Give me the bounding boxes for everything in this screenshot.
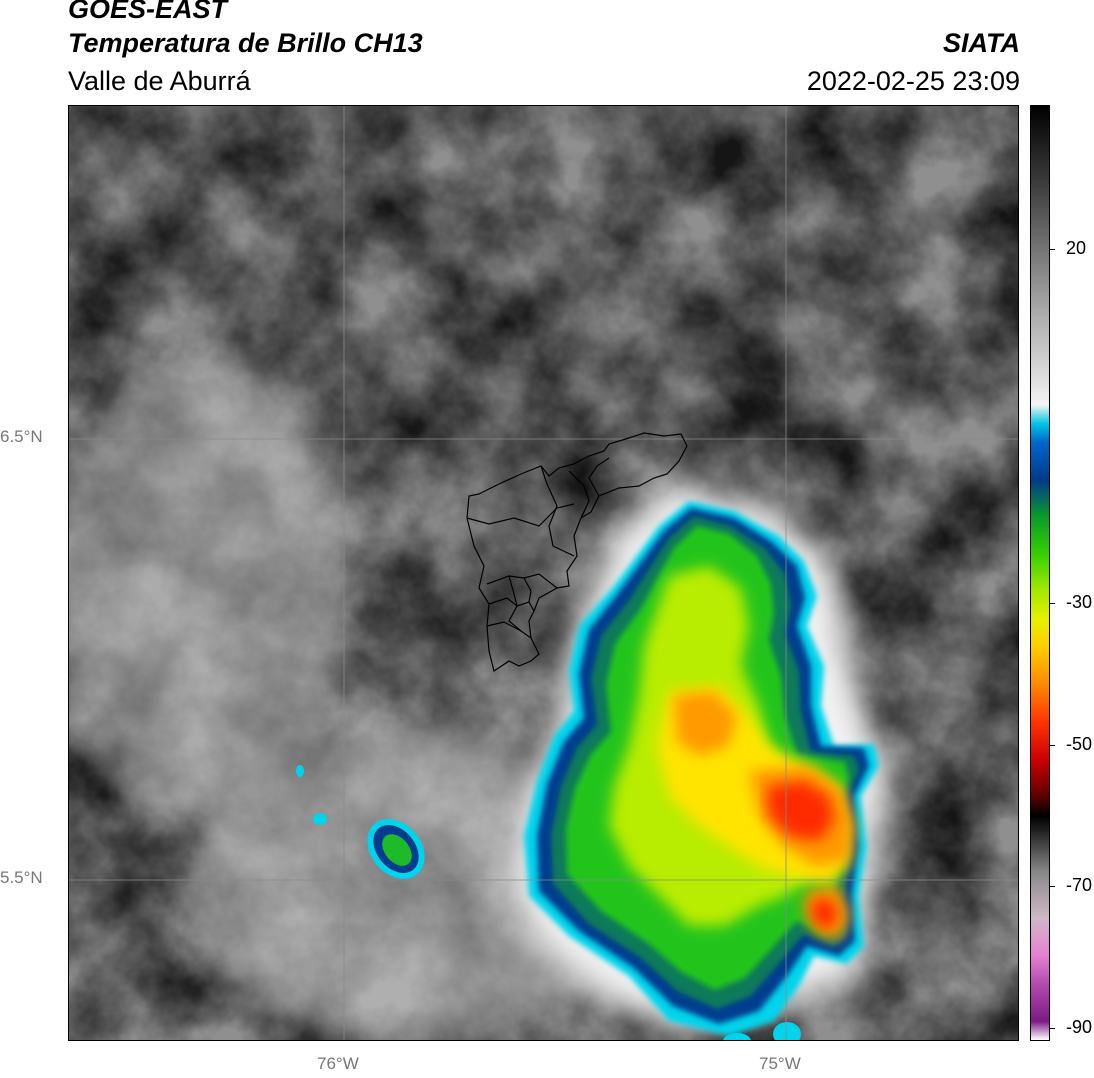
- municipal-boundaries: [466, 432, 688, 672]
- colorbar-tick-20: [1050, 249, 1055, 250]
- municipal-line-1: [466, 503, 575, 527]
- datetime-label: 2022-02-25 23:09: [806, 66, 1020, 96]
- lon-label-76w: 76°W: [317, 1054, 359, 1073]
- valley-outline: [466, 432, 688, 672]
- satellite-map[interactable]: [68, 105, 1019, 1041]
- municipal-line-9: [523, 577, 532, 603]
- product-title: Temperatura de Brillo CH13: [68, 28, 423, 58]
- colorbar-tick-minus-50: [1050, 745, 1055, 746]
- lat-label-6-5: 6.5°N: [0, 427, 43, 446]
- colorbar-tick-minus-90: [1050, 1028, 1055, 1029]
- small-cell-4: [723, 1033, 751, 1040]
- municipal-line-8: [486, 621, 532, 639]
- bright-region-west: [69, 356, 349, 816]
- colorbar-label-20: 20: [1066, 238, 1087, 258]
- municipal-line-2: [540, 465, 575, 557]
- lat-label-5-5: 5.5°N: [0, 868, 43, 887]
- colorbar-label-minus-70: -70: [1066, 875, 1093, 895]
- small-cell-2: [313, 813, 327, 825]
- colorbar-label-minus-90: -90: [1066, 1017, 1093, 1037]
- municipal-line-7: [508, 575, 522, 632]
- municipal-line-4: [588, 457, 610, 497]
- region-subtitle: Valle de Aburrá: [68, 66, 251, 96]
- bright-region-south: [189, 726, 629, 1040]
- storm-red-core: [767, 781, 839, 931]
- colorbar-tick-minus-30: [1050, 603, 1055, 604]
- small-cell-1: [296, 765, 304, 777]
- small-cell-5: [773, 1022, 801, 1040]
- municipal-line-3: [568, 470, 590, 519]
- map-canvas: [69, 106, 1018, 1040]
- satellite-title: GOES-EAST: [68, 0, 228, 24]
- colorbar: [1030, 105, 1050, 1041]
- organization-label: SIATA: [943, 28, 1020, 58]
- storm-orange-area: [674, 691, 854, 941]
- colorbar-label-minus-50: -50: [1066, 734, 1093, 754]
- colorbar-tick-minus-70: [1050, 886, 1055, 887]
- colorbar-label-minus-30: -30: [1066, 592, 1093, 612]
- small-cell-3-green: [382, 834, 412, 866]
- lon-label-75w: 75°W: [759, 1054, 801, 1073]
